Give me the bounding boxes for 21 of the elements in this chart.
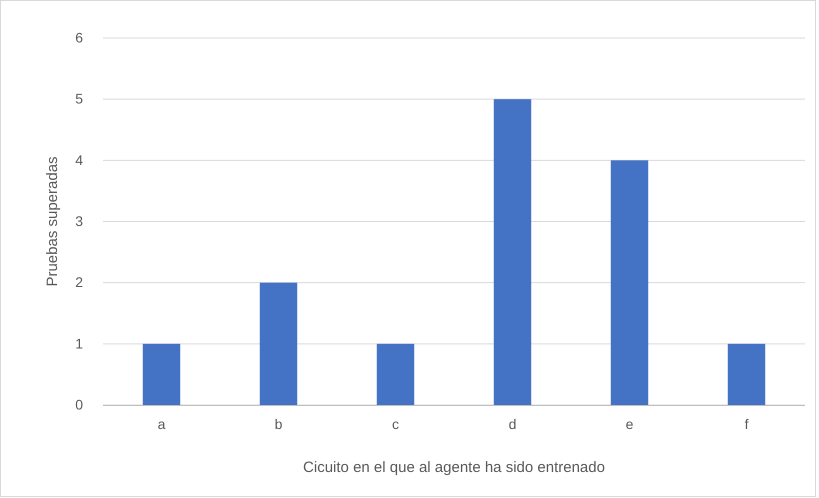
- x-tick-label: d: [508, 416, 516, 432]
- y-axis-title: Pruebas superadas: [44, 156, 61, 287]
- bar: [260, 282, 298, 405]
- x-tick-label: e: [626, 416, 634, 432]
- bar: [728, 344, 766, 405]
- y-tick-label: 2: [75, 274, 84, 290]
- bar: [376, 344, 414, 405]
- y-tick-label: 3: [75, 212, 84, 229]
- x-tick-label: a: [158, 416, 166, 432]
- x-tick-label: b: [274, 416, 283, 432]
- x-axis-title: Cicuito en el que al agente ha sido entrenado: [303, 459, 605, 476]
- y-tick-label: 0: [75, 396, 84, 412]
- y-tick-label: 4: [75, 152, 84, 168]
- bar: [494, 99, 532, 405]
- y-tick-label: 6: [75, 29, 84, 46]
- x-tick-label: c: [392, 416, 399, 432]
- y-tick-label: 1: [75, 335, 84, 352]
- bar: [610, 160, 648, 405]
- y-tick-label: 5: [75, 90, 84, 107]
- x-tick-label: f: [744, 416, 749, 432]
- bar: [142, 344, 180, 405]
